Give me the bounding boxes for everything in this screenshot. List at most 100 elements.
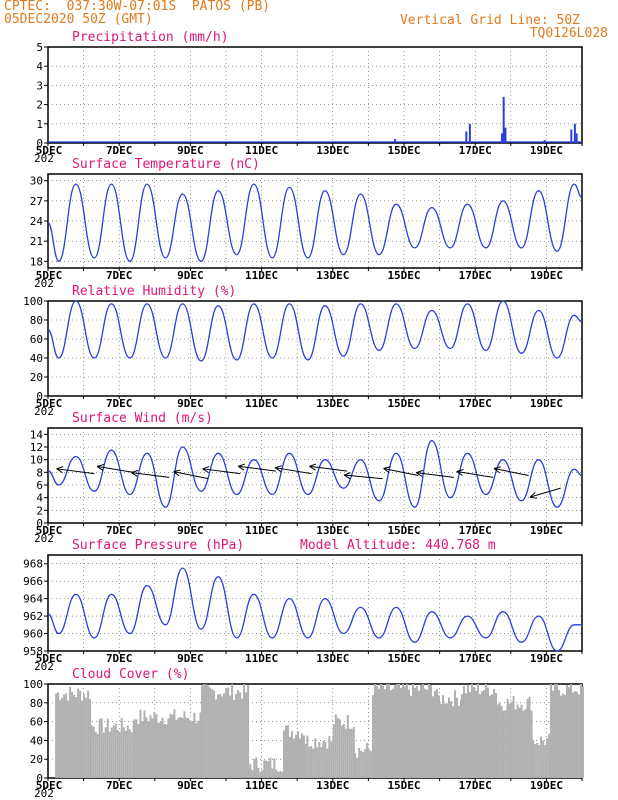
cloud-cover-bar <box>496 704 499 778</box>
wind-xtick-label: 15DEC <box>387 524 420 537</box>
cloud-cover-bar <box>579 684 582 778</box>
wind-arrow-head <box>237 465 245 471</box>
pressure-annotation: Model Altitude: 440.768 m <box>300 538 496 553</box>
cloud-cover-bar <box>480 691 483 778</box>
cloud-cover-bar <box>298 738 301 778</box>
cloud-cover-bar <box>247 762 250 778</box>
cloud-cover-ytick-label: 0 <box>36 772 43 785</box>
cloud-cover-bar <box>219 693 222 778</box>
cloud-cover-bar <box>245 692 248 778</box>
cloud-cover-bar <box>130 732 133 778</box>
cloud-cover-bar <box>98 718 101 778</box>
cloud-cover-bar <box>373 684 376 778</box>
cloud-cover-bar <box>573 691 576 778</box>
temperature-ytick-label: 18 <box>30 255 43 268</box>
cloud-cover-bar <box>277 771 280 778</box>
cloud-cover-bar <box>462 686 465 778</box>
cloud-cover-bar <box>100 718 103 778</box>
cloud-cover-bar <box>575 691 578 778</box>
pressure-xtick-label: 9DEC <box>177 652 204 665</box>
cloud-cover-bar <box>239 692 242 778</box>
cloud-cover-bar <box>381 685 384 778</box>
cloud-cover-bar <box>151 718 154 778</box>
cloud-cover-bar <box>544 744 547 778</box>
cloud-cover-bar <box>431 696 434 778</box>
cloud-cover-bar <box>320 747 323 778</box>
precipitation-ytick-label: 5 <box>36 41 43 54</box>
wind-xtick-label: 5DEC <box>36 524 63 537</box>
cloud-cover-bar <box>269 757 272 778</box>
cloud-cover-bar <box>110 727 113 778</box>
cloud-cover-bar <box>407 689 410 778</box>
cloud-cover-bar <box>61 697 64 778</box>
wind-arrow-head <box>56 466 64 470</box>
cloud-cover-bar <box>207 685 210 778</box>
cloud-cover-bar <box>488 695 491 778</box>
humidity-ytick-label: 40 <box>30 352 43 365</box>
wind-arrow-head <box>56 468 63 474</box>
cloud-cover-bar <box>195 723 198 778</box>
cloud-cover-bar <box>442 695 445 778</box>
cloud-cover-bar <box>350 728 353 778</box>
precipitation-bar <box>575 133 578 143</box>
cloud-cover-bar <box>409 695 412 778</box>
cloud-cover-bar <box>300 733 303 778</box>
cloud-cover-bar <box>271 768 274 778</box>
cloud-cover-bar <box>257 767 260 778</box>
cloud-cover-bar <box>546 738 549 778</box>
cloud-cover-bar <box>548 733 551 778</box>
model-id: TQ0126L028 <box>529 26 608 41</box>
cloud-cover-bar <box>304 743 307 778</box>
cloud-cover-bar <box>90 725 93 778</box>
cloud-cover-bar <box>438 695 441 778</box>
cloud-cover-bar <box>387 684 390 778</box>
temperature-xtick-label: 13DEC <box>316 269 349 282</box>
precipitation-xtick-label: 13DEC <box>316 144 349 157</box>
humidity-xtick-label: 9DEC <box>177 397 204 410</box>
cloud-cover-bar <box>448 697 451 778</box>
cloud-cover-bar <box>282 730 285 778</box>
humidity-xtick-label: 19DEC <box>530 397 563 410</box>
cloud-cover-bar <box>567 687 570 778</box>
wind-arrow-head <box>529 496 537 499</box>
cloud-cover-bar <box>296 731 299 778</box>
cloud-cover-bar <box>96 733 99 778</box>
precipitation-xtick-label: 15DEC <box>387 144 420 157</box>
cloud-cover-bar <box>524 709 527 778</box>
humidity-xtick-label: 11DEC <box>245 397 278 410</box>
cloud-cover-bar <box>528 696 531 778</box>
wind-arrow-head <box>131 469 139 474</box>
cloud-cover-bar <box>385 684 388 778</box>
wind-series-line <box>47 440 583 508</box>
cloud-cover-xtick-label: 11DEC <box>245 779 278 792</box>
cloud-cover-bar <box>456 697 459 778</box>
humidity-xtick-label: 13DEC <box>316 397 349 410</box>
cloud-cover-bar <box>370 751 373 778</box>
cloud-cover-bar <box>534 744 537 778</box>
temperature-xtick-label: 15DEC <box>387 269 420 282</box>
wind-arrow-head <box>309 465 316 471</box>
wind-arrow-head <box>202 468 209 474</box>
precipitation-bar <box>500 133 503 143</box>
cloud-cover-bar <box>213 690 216 778</box>
pressure-ytick-label: 962 <box>23 610 43 623</box>
cloud-cover-bar <box>440 703 443 778</box>
temperature-xtick-label: 19DEC <box>530 269 563 282</box>
cloud-cover-bar <box>145 717 148 778</box>
cloud-cover-bar <box>364 749 367 778</box>
cloud-cover-bar <box>484 684 487 778</box>
temperature-xtick-label: 11DEC <box>245 269 278 282</box>
cloud-cover-bar <box>393 685 396 778</box>
cloud-cover-bar <box>411 684 414 778</box>
cloud-cover-bar <box>383 689 386 778</box>
precipitation-title: Precipitation (mm/h) <box>72 30 229 45</box>
cloud-cover-bar <box>286 725 289 778</box>
cloud-cover-bar <box>75 697 78 778</box>
humidity-year-stub: 202 <box>34 405 54 418</box>
pressure-xtick-label: 7DEC <box>106 652 133 665</box>
wind-year-stub: 202 <box>34 532 54 545</box>
cloud-cover-bar <box>555 684 558 778</box>
wind-arrow-head <box>173 471 180 477</box>
cloud-cover-bar <box>324 741 327 778</box>
precipitation-bar <box>573 123 576 143</box>
